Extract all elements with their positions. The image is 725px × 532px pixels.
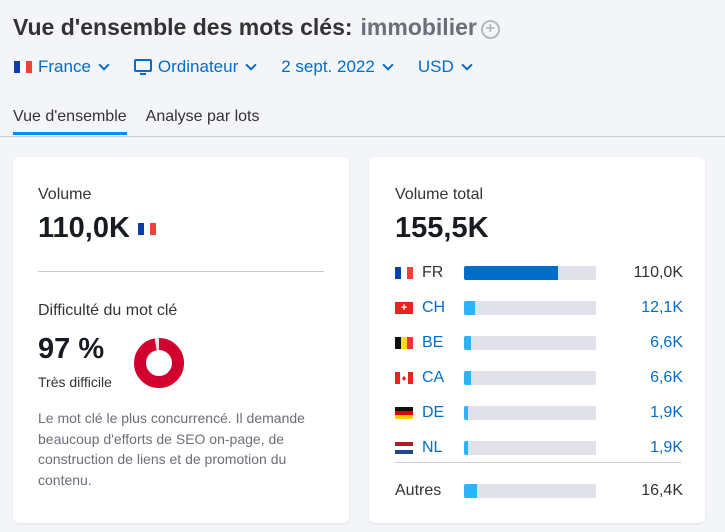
flag-de-icon bbox=[395, 407, 413, 419]
divider bbox=[38, 271, 324, 272]
country-value[interactable]: 6,6K bbox=[650, 369, 683, 386]
country-bar bbox=[464, 441, 596, 455]
date-label: 2 sept. 2022 bbox=[281, 57, 375, 76]
country-label: France bbox=[38, 57, 91, 76]
volume-card: Volume 110,0K Difficulté du mot clé 97 %… bbox=[13, 157, 349, 523]
country-code[interactable]: BE bbox=[422, 334, 444, 351]
currency-dropdown[interactable]: USD bbox=[417, 57, 473, 77]
desktop-icon bbox=[133, 58, 152, 75]
others-row: Autres 16,4K bbox=[395, 479, 685, 503]
country-bar-fill bbox=[464, 371, 471, 385]
country-code: FR bbox=[422, 264, 444, 281]
country-row[interactable]: DE 1,9K bbox=[395, 401, 685, 425]
others-bar bbox=[464, 484, 596, 498]
difficulty-label: Difficulté du mot clé bbox=[38, 302, 178, 319]
flag-nl-icon bbox=[395, 442, 413, 454]
difficulty-value: 97 % bbox=[38, 333, 105, 365]
country-bar-fill bbox=[464, 406, 468, 420]
difficulty-level: Très difficile bbox=[38, 374, 112, 390]
country-dropdown[interactable]: France bbox=[14, 57, 110, 77]
country-bar bbox=[464, 301, 596, 315]
device-label: Ordinateur bbox=[157, 57, 239, 76]
title-text: Vue d'ensemble des mots clés: bbox=[13, 14, 353, 40]
keyword: immobilier bbox=[360, 14, 477, 40]
total-volume-label: Volume total bbox=[395, 186, 484, 203]
country-bar bbox=[464, 371, 596, 385]
country-row[interactable]: ♦ CA 6,6K bbox=[395, 366, 685, 390]
country-bar-fill bbox=[464, 441, 468, 455]
country-bar-fill bbox=[464, 301, 475, 315]
volume-label: Volume bbox=[38, 186, 92, 203]
country-value[interactable]: 6,6K bbox=[650, 334, 683, 351]
country-code[interactable]: DE bbox=[422, 404, 445, 421]
currency-label: USD bbox=[417, 57, 454, 76]
country-value[interactable]: 1,9K bbox=[650, 404, 683, 421]
total-volume-value: 155,5K bbox=[395, 212, 489, 244]
country-bar-fill bbox=[464, 336, 471, 350]
tab-batch-analysis[interactable]: Analyse par lots bbox=[145, 108, 260, 125]
chevron-down-icon bbox=[461, 59, 473, 71]
difficulty-description: Le mot clé le plus concurrencé. Il deman… bbox=[38, 410, 305, 488]
device-dropdown[interactable]: Ordinateur bbox=[133, 57, 257, 77]
country-row[interactable]: BE 6,6K bbox=[395, 331, 685, 355]
others-bar-fill bbox=[464, 484, 478, 498]
total-volume-card: Volume total 155,5K FR 110,0K + CH 12,1K… bbox=[369, 157, 705, 523]
tab-overview[interactable]: Vue d'ensemble bbox=[13, 108, 127, 135]
country-code[interactable]: NL bbox=[422, 439, 443, 456]
country-value: 110,0K bbox=[633, 264, 683, 281]
country-bar bbox=[464, 266, 596, 280]
flag-fr-icon bbox=[395, 267, 413, 279]
chevron-down-icon bbox=[245, 59, 257, 71]
plus-circle-icon[interactable]: + bbox=[480, 20, 500, 39]
country-row[interactable]: + CH 12,1K bbox=[395, 296, 685, 320]
volume-value: 110,0K bbox=[38, 212, 130, 244]
country-bar-fill bbox=[464, 266, 558, 280]
flag-ca-icon: ♦ bbox=[395, 372, 413, 384]
country-value[interactable]: 12,1K bbox=[641, 299, 683, 316]
page-title: Vue d'ensemble des mots clés: immobilier + bbox=[13, 14, 500, 41]
country-bar bbox=[464, 406, 596, 420]
flag-ch-icon: + bbox=[395, 302, 413, 314]
difficulty-donut bbox=[134, 338, 184, 388]
country-value[interactable]: 1,9K bbox=[650, 439, 683, 456]
flag-be-icon bbox=[395, 337, 413, 349]
others-label: Autres bbox=[395, 482, 442, 499]
page-header: Vue d'ensemble des mots clés: immobilier +… bbox=[0, 0, 725, 137]
flag-fr-icon bbox=[137, 222, 156, 235]
difficulty-arc bbox=[134, 338, 184, 388]
country-row[interactable]: NL 1,9K bbox=[395, 436, 685, 460]
chevron-down-icon bbox=[382, 59, 394, 71]
chevron-down-icon bbox=[98, 59, 110, 71]
flag-fr-icon bbox=[14, 61, 32, 73]
country-code[interactable]: CA bbox=[422, 369, 445, 386]
others-value: 16,4K bbox=[641, 482, 683, 499]
divider bbox=[395, 462, 681, 463]
divider bbox=[0, 136, 725, 137]
country-code[interactable]: CH bbox=[422, 299, 446, 316]
country-bar bbox=[464, 336, 596, 350]
country-row: FR 110,0K bbox=[395, 261, 685, 285]
date-dropdown[interactable]: 2 sept. 2022 bbox=[281, 57, 394, 77]
